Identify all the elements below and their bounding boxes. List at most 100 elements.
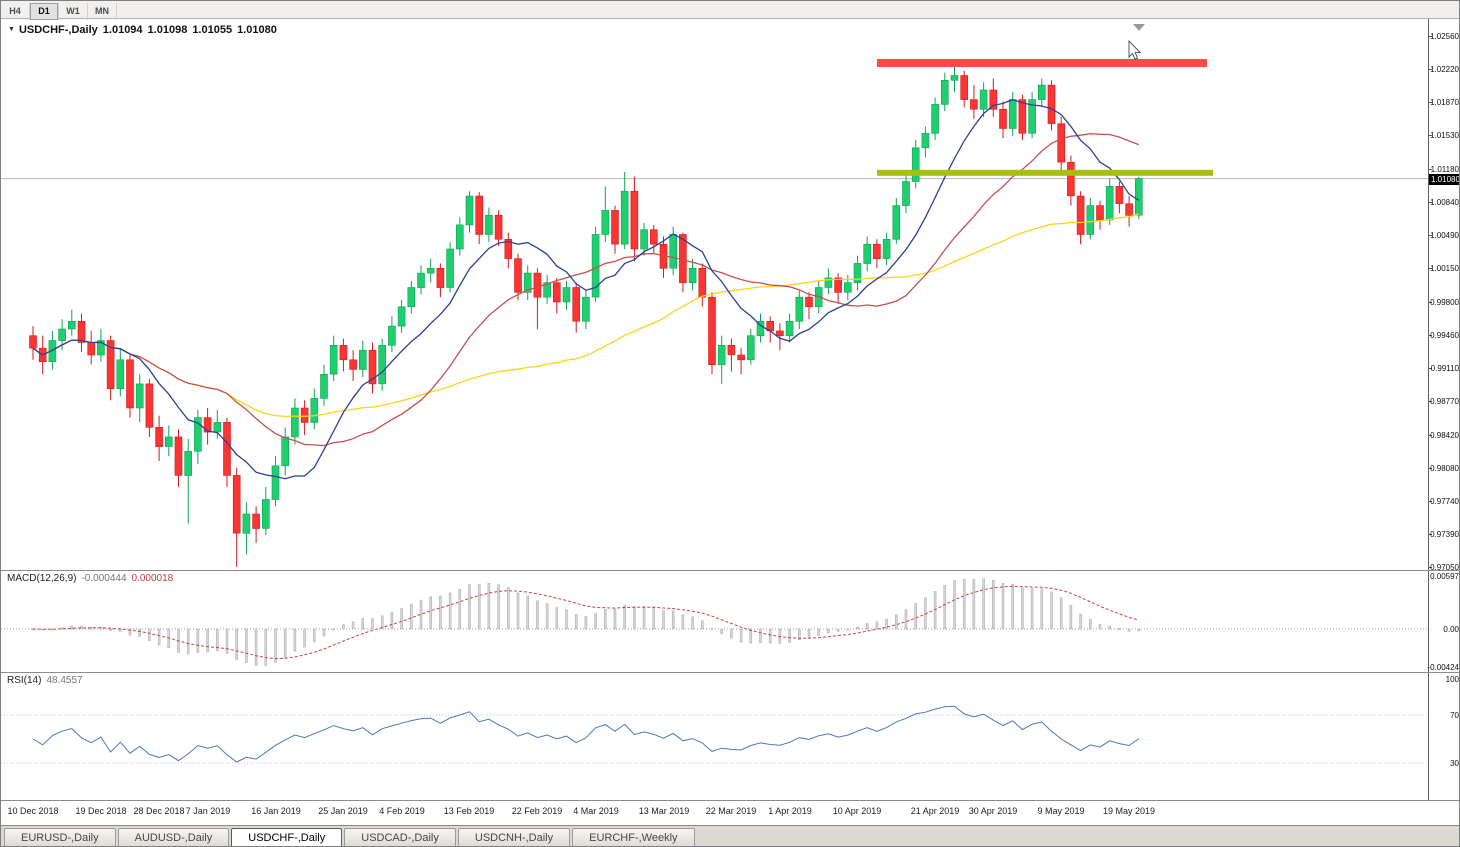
chart-tab-usdcad[interactable]: USDCAD-,Daily (344, 828, 456, 846)
macd-panel-canvas[interactable] (1, 571, 1428, 672)
price-axis-label: 0.97050 (1430, 563, 1459, 572)
date-axis-label: 13 Mar 2019 (638, 806, 690, 816)
timeframe-button-d1[interactable]: D1 (30, 3, 59, 20)
chart-title: USDCHF-,Daily (18, 24, 98, 36)
price-axis-tick (1429, 401, 1432, 402)
macd-axis-label: -0.00424 (1427, 663, 1459, 672)
price-axis-tick (1429, 202, 1432, 203)
price-axis-label: 1.02560 (1430, 32, 1459, 41)
date-axis-label: 25 Jan 2019 (318, 806, 368, 816)
date-axis-label: 30 Apr 2019 (968, 806, 1018, 816)
chart-tabs-bar: EURUSD-,Daily AUDUSD-,Daily USDCHF-,Daily U… (1, 825, 1459, 846)
chart-tab-usdcnh[interactable]: USDCNH-,Daily (457, 828, 571, 846)
price-axis-tick (1429, 135, 1432, 136)
date-axis-label: 7 Jan 2019 (185, 806, 231, 816)
quote-high: 1.01098 (147, 24, 188, 36)
macd-signal-line (32, 585, 1139, 660)
price-axis-tick (1429, 169, 1432, 170)
macd-panel-title: MACD(12,26,9) -0.000444 0.000018 (7, 573, 173, 584)
date-axis-label: 22 Feb 2019 (511, 806, 563, 816)
price-axis-tick (1429, 302, 1432, 303)
price-axis-tick (1429, 235, 1432, 236)
date-axis-label: 9 May 2019 (1037, 806, 1085, 816)
price-axis-tick (1429, 567, 1432, 568)
price-axis-tick (1429, 335, 1432, 336)
chart-tab-eurchf[interactable]: EURCHF-,Weekly (572, 828, 695, 846)
ma-fast-line (32, 98, 1140, 480)
price-axis-label: 1.01870 (1430, 98, 1459, 107)
date-axis-label: 21 Apr 2019 (910, 806, 960, 816)
ma-medium-line (32, 132, 1140, 447)
timeframe-button-mn[interactable]: MN (88, 3, 117, 20)
macd-axis-label: 0.00 (1443, 625, 1459, 634)
symbol-dropdown-icon[interactable]: ▼ (8, 26, 15, 33)
price-axis-label: 0.98770 (1430, 397, 1459, 406)
chart-shift-marker-icon[interactable] (1133, 24, 1145, 31)
main-chart-canvas[interactable] (1, 19, 1428, 570)
price-axis-tick (1429, 268, 1432, 269)
timeframe-button-group: H4 D1 W1 MN (1, 1, 117, 20)
price-axis-label: 0.99110 (1430, 364, 1459, 373)
macd-label: MACD(12,26,9) (7, 573, 77, 584)
price-axis-tick (1429, 36, 1432, 37)
date-axis-label: 4 Mar 2019 (573, 806, 619, 816)
price-axis-label: 0.98080 (1430, 464, 1459, 473)
macd-axis-label: 0.00597 (1430, 572, 1459, 581)
date-axis-label: 4 Feb 2019 (379, 806, 425, 816)
date-axis-label: 10 Apr 2019 (832, 806, 882, 816)
price-axis-label: 1.01180 (1430, 165, 1459, 174)
rsi-axis-label: 30 (1450, 759, 1459, 768)
chart-header: ▼ USDCHF-,Daily 1.01094 1.01098 1.01055 1.010… (8, 24, 277, 36)
rsi-axis-label: 70 (1450, 711, 1459, 720)
quote-close: 1.01080 (237, 24, 277, 36)
price-axis-label: 0.98420 (1430, 431, 1459, 440)
timeframe-button-w1[interactable]: W1 (59, 3, 88, 20)
quote-open: 1.01094 (102, 24, 143, 36)
rsi-panel-title: RSI(14) 48.4557 (7, 675, 83, 686)
date-axis-label: 22 Mar 2019 (705, 806, 757, 816)
price-axis-tick (1429, 69, 1432, 70)
price-axis-label: 0.97390 (1430, 530, 1459, 539)
price-axis-tick (1429, 468, 1432, 469)
price-axis-label: 1.02220 (1430, 65, 1459, 74)
price-axis[interactable]: 1.01080 1.02560 1.02220 1.01870 1.01530 1.01… (1427, 19, 1459, 800)
rsi-label: RSI(14) (7, 675, 42, 686)
chart-tab-usdchf[interactable]: USDCHF-,Daily (231, 828, 343, 846)
support-line[interactable] (877, 169, 1213, 176)
price-axis-tick (1429, 534, 1432, 535)
price-axis-label: 1.00150 (1430, 264, 1459, 273)
price-axis-tick (1429, 501, 1432, 502)
price-axis-label: 0.97740 (1430, 497, 1459, 506)
rsi-axis-label: 100 (1445, 675, 1459, 684)
timeframe-button-h4[interactable]: H4 (1, 3, 30, 20)
price-axis-tick (1429, 102, 1432, 103)
rsi-line (32, 705, 1140, 763)
date-axis-label: 1 Apr 2019 (768, 806, 812, 816)
date-axis-label: 19 May 2019 (1102, 806, 1156, 816)
price-axis-label: 1.01530 (1430, 131, 1459, 140)
quote-low: 1.01055 (192, 24, 233, 36)
pane-splitter (1, 800, 1459, 801)
rsi-value: 48.4557 (46, 675, 83, 686)
chart-tab-audusd[interactable]: AUDUSD-,Daily (117, 828, 230, 846)
timeframe-toolbar: H4 D1 W1 MN (1, 1, 1459, 20)
date-axis-label: 10 Dec 2018 (7, 806, 59, 816)
chart-tab-eurusd[interactable]: EURUSD-,Daily (4, 828, 116, 846)
date-axis-label: 28 Dec 2018 (133, 806, 185, 816)
date-axis-label: 16 Jan 2019 (251, 806, 301, 816)
macd-signal-value: 0.000018 (131, 573, 174, 584)
date-axis-label: 13 Feb 2019 (443, 806, 495, 816)
price-axis-label: 1.00840 (1430, 198, 1459, 207)
price-axis-tick (1429, 435, 1432, 436)
resistance-line[interactable] (877, 59, 1207, 67)
pane-splitter[interactable] (1, 570, 1459, 571)
date-axis-label: 19 Dec 2018 (75, 806, 127, 816)
price-axis-tick (1429, 368, 1432, 369)
price-axis-label: 0.99460 (1430, 331, 1459, 340)
price-axis-label: 1.00490 (1430, 231, 1459, 240)
pane-splitter[interactable] (1, 672, 1459, 673)
rsi-panel-canvas[interactable] (1, 673, 1428, 800)
mouse-cursor-icon (1128, 39, 1142, 60)
date-axis[interactable]: 10 Dec 2018 19 Dec 2018 28 Dec 2018 7 Jan 2… (1, 801, 1459, 825)
